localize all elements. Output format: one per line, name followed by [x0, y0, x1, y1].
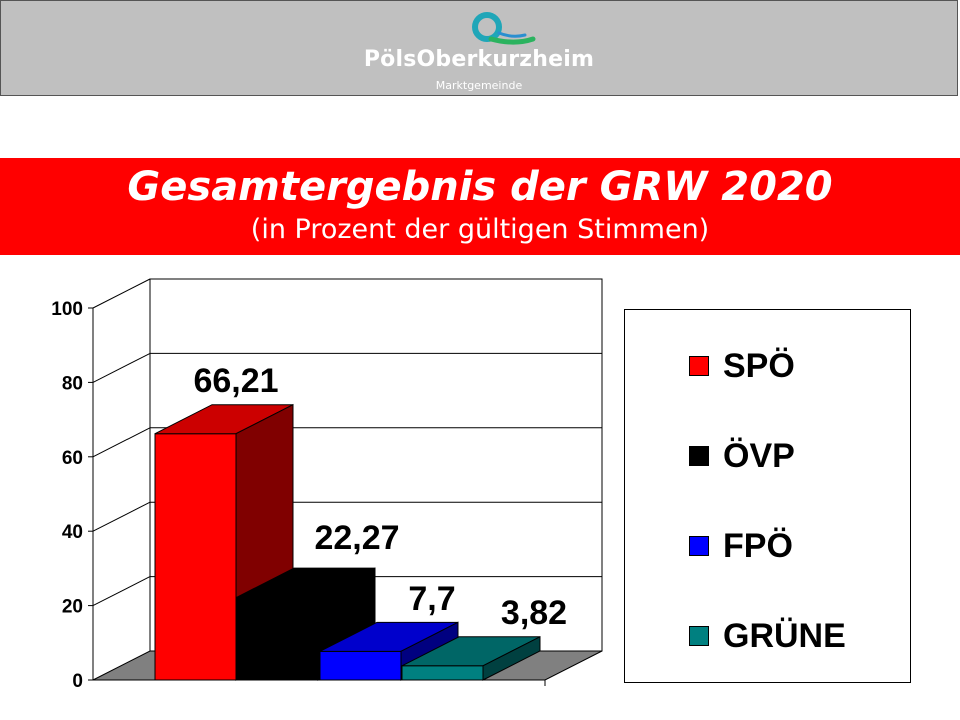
legend-swatch — [689, 356, 709, 376]
page-subtitle: (in Prozent der gültigen Stimmen) — [250, 214, 710, 245]
header-banner: PölsOberkurzheim Marktgemeinde — [0, 0, 958, 96]
legend-label: ÖVP — [723, 437, 795, 475]
data-label: 22,27 — [314, 519, 399, 557]
y-tick-label: 40 — [62, 522, 83, 543]
title-band: Gesamtergebnis der GRW 2020 (in Prozent … — [0, 158, 960, 255]
legend-label: SPÖ — [723, 347, 795, 385]
data-label: 7,7 — [408, 580, 455, 618]
y-tick-label: 60 — [62, 448, 83, 469]
data-label: 3,82 — [501, 594, 567, 632]
y-tick-label: 80 — [62, 373, 83, 394]
legend-label: GRÜNE — [723, 617, 846, 655]
y-tick-label: 100 — [51, 299, 83, 320]
data-label: 66,21 — [193, 362, 278, 400]
gridline-side — [92, 501, 151, 532]
logo-icon — [472, 12, 536, 45]
legend-swatch — [689, 536, 709, 556]
bar-front-3 — [401, 665, 484, 681]
gridline-side — [92, 278, 151, 309]
gridline-side — [92, 352, 151, 383]
bar-front-2 — [319, 650, 402, 681]
gridline-side — [92, 576, 151, 607]
legend-swatch — [689, 446, 709, 466]
bar-side-3 — [482, 635, 541, 681]
bar-chart: 0 20 40 60 80 100 66,21 22,277,7 3,82 — [51, 278, 603, 692]
legend-label: FPÖ — [723, 527, 793, 565]
chart-legend: SPÖ ÖVP FPÖ GRÜNE — [624, 309, 911, 683]
logo-subtitle: Marktgemeinde — [435, 79, 523, 92]
page-title: Gesamtergebnis der GRW 2020 — [127, 164, 833, 210]
bar-front-0 — [154, 433, 237, 681]
y-tick-label: 0 — [72, 671, 83, 692]
gridline-side — [92, 427, 151, 458]
bar-front-1 — [236, 596, 319, 681]
legend-swatch — [689, 626, 709, 646]
y-tick-label: 20 — [62, 597, 83, 618]
logo-name: PölsOberkurzheim — [363, 47, 595, 72]
